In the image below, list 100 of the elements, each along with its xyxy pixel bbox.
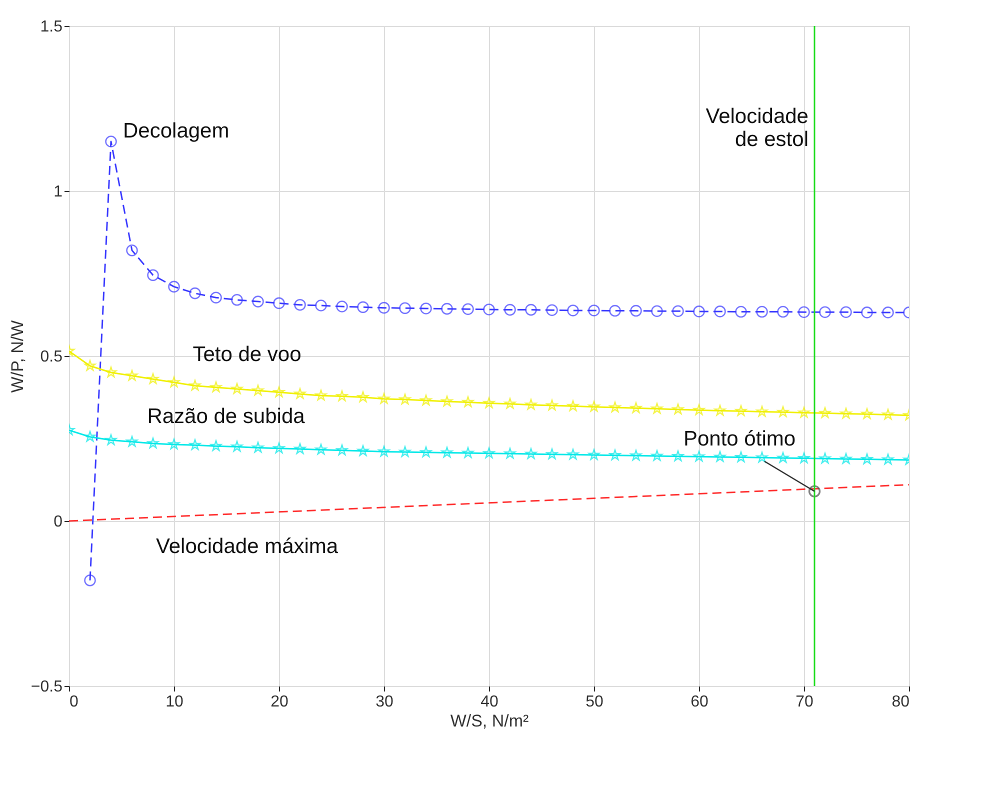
point	[210, 381, 222, 392]
point	[651, 305, 663, 318]
point	[105, 136, 117, 148]
point	[630, 304, 642, 317]
point	[861, 453, 873, 464]
point	[588, 304, 600, 316]
point	[840, 408, 852, 419]
point	[357, 391, 369, 402]
point	[819, 407, 831, 418]
point	[798, 406, 810, 418]
point	[147, 269, 159, 282]
point	[504, 304, 516, 316]
point	[441, 396, 453, 406]
point	[399, 302, 411, 314]
point	[231, 294, 243, 306]
point	[189, 439, 201, 450]
x-tick-label: 80	[892, 694, 910, 710]
point	[105, 366, 117, 378]
point	[882, 454, 894, 465]
point	[273, 297, 285, 310]
point	[504, 398, 516, 409]
point	[609, 402, 621, 412]
point	[483, 397, 495, 408]
point	[777, 306, 789, 318]
point	[357, 301, 369, 314]
point	[147, 373, 159, 384]
point	[882, 306, 894, 318]
point	[315, 390, 327, 400]
point	[630, 402, 642, 414]
point	[84, 360, 96, 371]
point	[693, 404, 705, 416]
point	[462, 447, 474, 458]
point	[483, 447, 495, 458]
point	[357, 445, 369, 456]
point	[168, 438, 180, 450]
point	[399, 446, 411, 457]
x-tick-label: 50	[586, 694, 604, 710]
y-tick-label: 0.5	[40, 348, 63, 366]
point	[840, 306, 852, 318]
point	[756, 306, 768, 318]
point	[798, 452, 810, 464]
point	[420, 302, 432, 314]
point	[84, 574, 96, 586]
series-label: Razão de subida	[147, 405, 306, 428]
y-tick-label: −0.5	[30, 678, 63, 696]
point	[147, 438, 159, 448]
x-tick-label: 0	[70, 694, 78, 710]
point	[378, 446, 390, 457]
series-label: Velocidade máxima	[156, 535, 338, 558]
point	[672, 404, 684, 414]
point	[861, 306, 873, 318]
x-axis-title: W/S, N/m²	[450, 712, 530, 730]
point	[588, 449, 600, 460]
point	[483, 304, 495, 316]
x-tick-label: 70	[796, 694, 814, 710]
point	[210, 292, 222, 304]
point	[231, 383, 243, 394]
x-tick-label: 20	[270, 694, 288, 710]
point	[294, 298, 306, 311]
point	[714, 306, 726, 318]
point	[609, 304, 621, 317]
point	[105, 434, 117, 446]
point	[735, 405, 747, 416]
ref-line-label: Velocidade de estol	[706, 105, 808, 151]
point	[672, 450, 684, 462]
point	[567, 448, 579, 460]
point	[189, 287, 201, 300]
series-label: Teto de voo	[192, 343, 302, 366]
point	[126, 244, 138, 256]
point	[441, 302, 453, 315]
point	[273, 442, 285, 454]
y-axis-title: W/P, N/W	[8, 320, 27, 393]
point	[84, 430, 96, 442]
point	[777, 406, 789, 417]
point	[609, 449, 621, 460]
point	[882, 408, 894, 420]
point	[294, 443, 306, 454]
point	[252, 384, 264, 396]
point	[756, 406, 768, 417]
point	[336, 444, 348, 456]
point	[420, 394, 432, 406]
point	[735, 306, 747, 318]
point	[168, 280, 180, 293]
point	[168, 376, 180, 388]
point	[819, 452, 831, 464]
point	[735, 451, 747, 462]
point	[252, 442, 264, 453]
point	[651, 450, 663, 461]
point	[273, 386, 285, 398]
point	[819, 306, 831, 318]
point	[588, 400, 600, 412]
point	[294, 388, 306, 399]
point	[525, 304, 537, 316]
point	[808, 485, 821, 498]
point	[672, 305, 684, 318]
point	[252, 296, 264, 308]
point	[441, 446, 453, 458]
point	[567, 400, 579, 412]
point	[462, 396, 474, 408]
point	[399, 394, 411, 404]
